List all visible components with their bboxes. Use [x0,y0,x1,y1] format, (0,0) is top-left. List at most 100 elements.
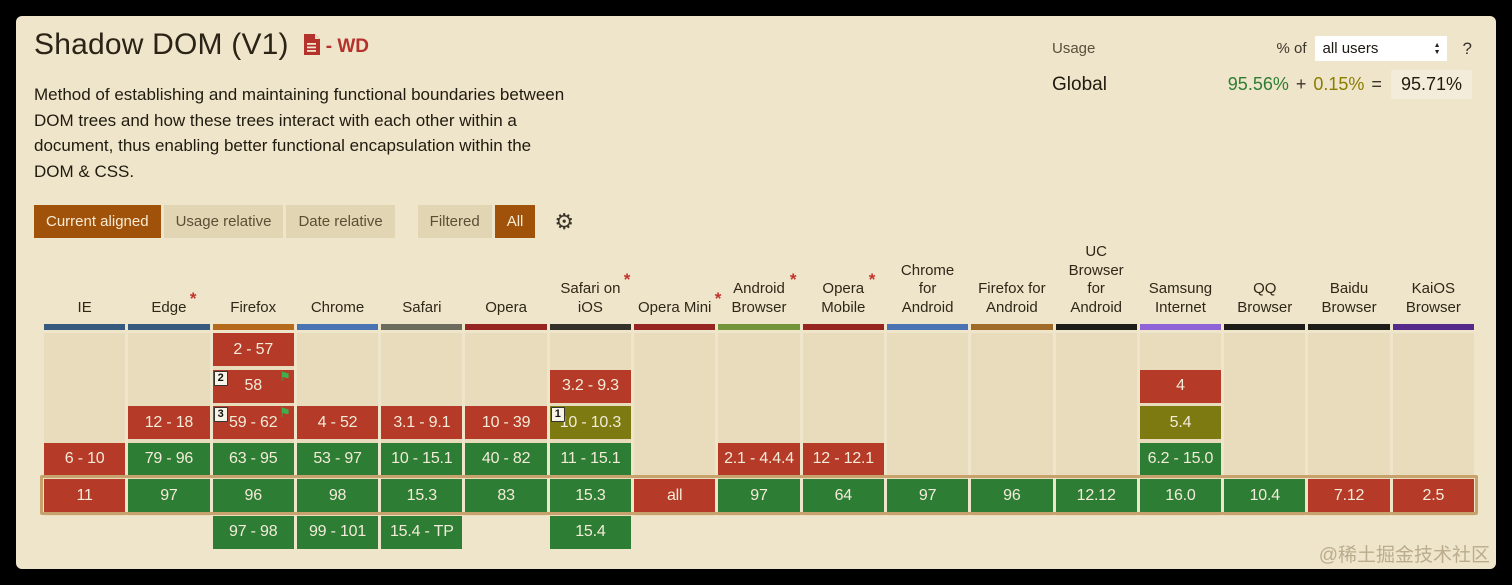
support-cell[interactable]: 64 [802,479,884,512]
support-cell[interactable]: 15.3 [549,479,632,512]
column-era-strip: 3.2 - 9.3 10 - 10.3 1 11 - 15.1 15.3 [549,333,632,516]
support-cell[interactable]: 11 - 15.1 [549,442,632,476]
support-cell[interactable]: 10.4 [1224,479,1306,512]
support-cell[interactable]: 6.2 - 15.0 [1139,442,1222,476]
era-slot: 53 - 97 [296,442,379,480]
browser-color-bar [465,324,547,330]
era-slot: all [634,479,716,516]
support-cell[interactable]: 16.0 [1139,479,1222,512]
support-grid: IE 6 - 10 11 Edge * 12 - 18 79 - 96 97 Firefox 2 … [44,243,1474,553]
support-cell[interactable]: 15.4 [549,515,632,549]
version-range: 15.4 - TP [389,523,454,540]
column-era-strip: 12.12 [1055,333,1137,516]
version-range: 96 [244,486,263,504]
era-slot: 83 [465,479,547,516]
support-cell[interactable]: 3.1 - 9.1 [381,406,463,439]
support-cell[interactable]: 97 [718,479,800,512]
support-cell[interactable]: 6 - 10 [44,442,126,476]
era-slot [718,333,799,370]
support-cell[interactable]: 97 - 98 [212,515,294,549]
browser-column-header: Firefox [213,250,294,324]
era-slot [1224,516,1305,553]
version-range: 97 [160,486,178,504]
support-cell[interactable]: all [634,479,716,512]
era-slot [128,370,209,407]
browser-color-bar [128,324,210,330]
era-slot: 97 [718,479,800,516]
support-cell[interactable]: 4 [1139,369,1222,403]
version-range: all [666,486,683,504]
version-range: 11 - 15.1 [560,450,621,467]
view-button-usage-relative[interactable]: Usage relative [163,205,284,238]
support-cell[interactable]: 12 - 12.1 [802,442,884,476]
support-cell[interactable]: 12 - 18 [128,406,210,439]
browser-column-header: Opera [465,250,546,324]
support-cell[interactable]: 58 2 ⚑ [212,369,294,403]
support-cell[interactable]: 15.4 - TP [381,515,463,549]
support-cell[interactable]: 53 - 97 [296,442,379,476]
help-icon[interactable]: ? [1462,38,1472,58]
support-cell[interactable]: 79 - 96 [128,442,210,476]
support-cell[interactable]: 7.12 [1308,479,1390,512]
usage-note-asterisk-icon: * [789,270,797,289]
filter-button-filtered[interactable]: Filtered [417,205,492,238]
usage-source-select[interactable]: all users [1314,36,1447,61]
version-range: 16.0 [1165,486,1196,504]
view-button-current-aligned[interactable]: Current aligned [34,205,161,238]
version-range: 10 - 15.1 [391,450,453,467]
support-cell[interactable]: 97 [886,479,969,512]
support-cell[interactable]: 59 - 62 3 ⚑ [212,405,294,439]
version-range: 15.4 [575,523,606,540]
support-cell[interactable]: 3.2 - 9.3 [549,369,632,403]
feature-description: Method of establishing and maintaining f… [34,85,565,181]
browser-color-bar [634,324,716,330]
version-range: 6 - 10 [64,450,105,467]
equals-sign: = [1371,74,1382,94]
era-slot [1393,333,1474,370]
support-cell[interactable]: 96 [212,479,294,512]
version-range: 40 - 82 [481,450,531,467]
support-cell[interactable]: 2.1 - 4.4.4 [718,442,800,476]
watermark: @稀土掘金技术社区 [1318,545,1490,566]
era-slot [634,443,715,480]
browser-column-header: Firefox for Android [971,250,1052,324]
support-cell[interactable]: 83 [465,479,547,512]
gear-icon[interactable]: ⚙ [554,208,575,234]
browser-name: Chrome for Android [900,261,955,316]
support-cell[interactable]: 11 [44,479,126,512]
support-cell[interactable]: 99 - 101 [296,515,379,549]
browser-color-bar [718,324,800,330]
era-slot [634,370,715,407]
version-range: 3.2 - 9.3 [561,377,619,394]
note-number-badge: 2 [213,370,228,386]
view-button-date-relative[interactable]: Date relative [286,205,395,238]
support-cell[interactable]: 2.5 [1392,479,1474,512]
usage-note-asterisk-icon: * [189,288,197,308]
support-cell[interactable]: 10 - 10.3 1 [549,406,632,439]
browser-column-kaios-browser: KaiOS Browser 2.5 [1392,250,1474,552]
version-range: 59 - 62 [229,413,278,431]
filter-button-all[interactable]: All [494,205,536,238]
era-slot: 15.3 [549,479,632,516]
behind-flag-icon: ⚑ [279,405,291,420]
support-cell[interactable]: 40 - 82 [465,442,547,476]
support-cell[interactable]: 15.3 [381,479,463,512]
era-slot [887,333,968,370]
browser-column-header: IE [44,250,125,324]
support-cell[interactable]: 4 - 52 [296,406,379,439]
support-cell[interactable]: 10 - 39 [465,406,547,439]
support-cell[interactable]: 2 - 57 [212,333,294,366]
support-cell[interactable]: 98 [296,479,379,512]
era-slot: 6.2 - 15.0 [1139,442,1222,480]
era-slot: 96 [971,479,1053,516]
support-cell[interactable]: 5.4 [1139,406,1222,439]
support-cell[interactable]: 12.12 [1055,479,1137,512]
support-cell[interactable]: 97 [128,479,210,512]
era-slot: 15.4 [549,515,632,553]
support-cell[interactable]: 10 - 15.1 [381,442,463,476]
support-cell[interactable]: 63 - 95 [212,442,294,476]
era-slot [1308,370,1389,407]
support-cell[interactable]: 96 [971,479,1053,512]
version-range: 3.1 - 9.1 [393,413,451,431]
note-number-badge: 1 [550,407,565,422]
